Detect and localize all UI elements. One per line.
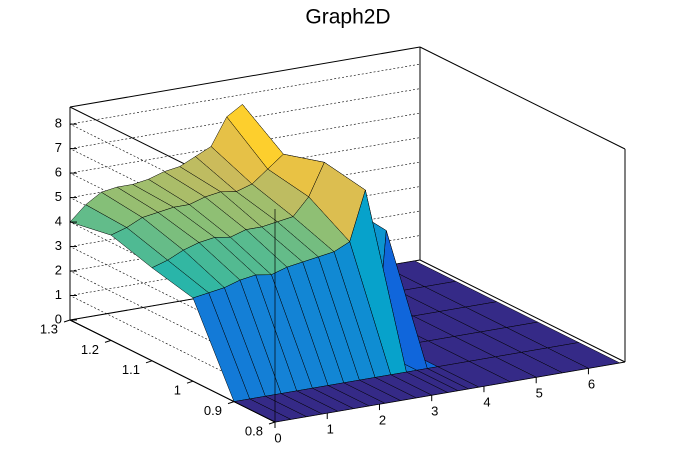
x-tick-label: 1 [327,421,334,436]
y-tick [145,360,153,364]
box-edge [69,46,421,108]
z-tick-label: 6 [55,165,62,180]
x-tick-label: 6 [588,377,595,392]
y-tick-label: 1.1 [122,362,140,377]
x-tick-label: 4 [483,395,490,410]
z-tick-label: 1 [55,287,62,302]
z-tick-label: 0 [55,311,62,326]
x-tick-label: 5 [536,386,543,401]
x-tick-label: 3 [431,404,438,419]
y-tick-label: 0.8 [245,423,263,438]
z-tick-label: 8 [55,116,62,131]
y-tick-label: 0.9 [204,403,222,418]
y-tick [227,401,235,405]
chart-title: Graph2D [305,6,390,29]
box-edge [419,259,626,363]
y-tick [268,421,276,425]
y-tick-label: 1 [174,383,181,398]
z-tick-label: 2 [55,262,62,277]
z-tick-label: 7 [55,140,62,155]
x-tick-label: 2 [379,413,386,428]
y-tick [186,380,194,384]
z-tick-label: 5 [55,189,62,204]
box-edge [69,319,276,423]
z-tick-label: 3 [55,238,62,253]
x-tick-label: 0 [274,430,281,445]
grid-line [69,63,421,125]
y-tick-label: 1.3 [40,321,58,336]
z-tick-label: 4 [55,214,62,229]
y-tick [104,339,112,343]
y-tick [63,319,71,323]
box-edge [419,46,626,150]
y-tick-label: 1.2 [81,342,99,357]
